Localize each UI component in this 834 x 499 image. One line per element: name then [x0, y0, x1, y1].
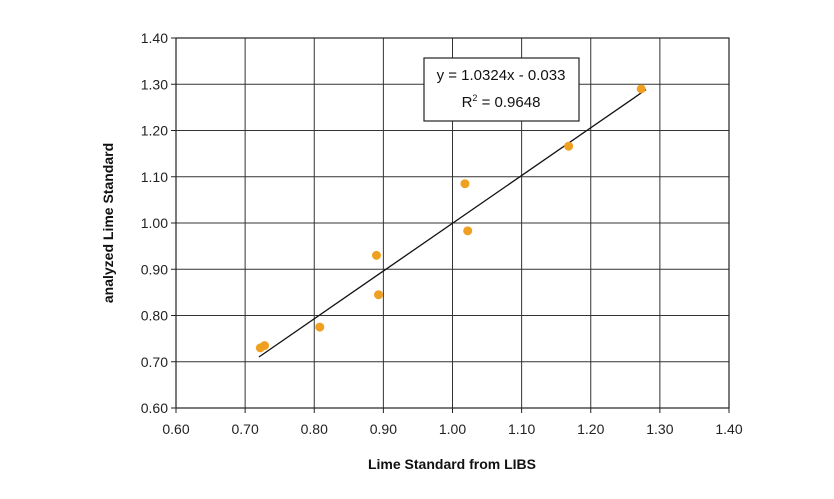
y-tick-label: 0.80 [141, 308, 168, 324]
data-point [259, 341, 269, 351]
data-point [371, 250, 381, 260]
trendline-equation: y = 1.0324x - 0.033 [437, 67, 566, 84]
data-point [374, 290, 384, 300]
y-tick-label: 1.00 [141, 215, 168, 231]
y-axis-ticks: 0.60 0.70 0.80 0.90 1.00 1.10 1.20 1.30 1.40 [141, 30, 176, 416]
x-tick-label: 0.70 [232, 421, 259, 437]
data-point [463, 226, 473, 236]
x-tick-label: 1.40 [715, 421, 742, 437]
x-axis-title: Lime Standard from LIBS [368, 456, 536, 472]
y-tick-label: 1.20 [141, 123, 168, 139]
y-tick-label: 0.90 [141, 261, 168, 277]
y-tick-label: 1.30 [141, 76, 168, 92]
x-tick-label: 0.80 [301, 421, 328, 437]
data-point [564, 141, 574, 151]
data-point [636, 84, 646, 94]
trendline [258, 89, 647, 358]
y-axis-title: analyzed Lime Standard [100, 143, 116, 303]
data-point [460, 179, 470, 189]
y-tick-label: 1.10 [141, 169, 168, 185]
data-points [255, 84, 646, 353]
y-tick-label: 0.70 [141, 354, 168, 370]
x-tick-label: 1.00 [439, 421, 466, 437]
x-axis-ticks: 0.60 0.70 0.80 0.90 1.00 1.10 1.20 1.30 1.40 [162, 408, 743, 437]
equation-box: y = 1.0324x - 0.033 R2 = 0.9648 [423, 57, 580, 122]
x-tick-label: 1.30 [646, 421, 673, 437]
y-tick-label: 0.60 [141, 400, 168, 416]
x-tick-label: 0.60 [162, 421, 189, 437]
y-tick-label: 1.40 [141, 30, 168, 46]
x-tick-label: 1.20 [577, 421, 604, 437]
r-squared-label: R2 = 0.9648 [462, 93, 541, 111]
data-point [315, 322, 325, 332]
x-tick-label: 0.90 [370, 421, 397, 437]
x-tick-label: 1.10 [508, 421, 535, 437]
